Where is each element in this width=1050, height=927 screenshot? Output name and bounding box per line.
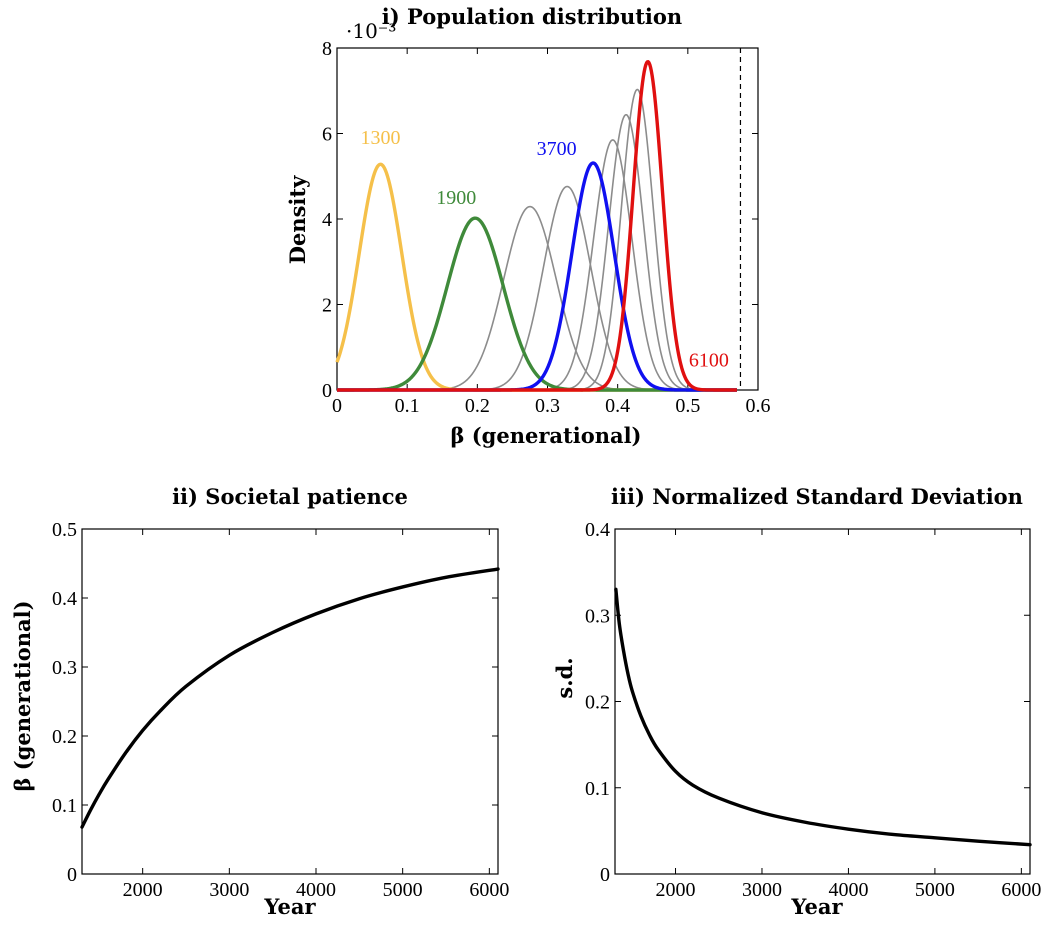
- y-tick-label: 0: [322, 380, 332, 402]
- x-tick-label: 6000: [1001, 879, 1041, 901]
- series-label-6100: 6100: [689, 349, 729, 371]
- axes-frame: [614, 528, 1031, 875]
- x-tick-label: 2000: [123, 879, 163, 901]
- x-tick-label: 0.5: [675, 395, 700, 417]
- y-axis-label: β (generational): [10, 600, 35, 791]
- y-exponent-label: ·10⁻³: [346, 19, 396, 43]
- y-tick-label: 0.2: [52, 726, 77, 748]
- y-tick-label: 0.2: [585, 692, 610, 714]
- series-label-1900: 1900: [436, 187, 476, 209]
- societal-patience-panel: ii) Societal patience 2000 3000 4000 5000 60…: [10, 484, 509, 919]
- density-curve-3700: [336, 161, 738, 392]
- x-tick-label: 0.3: [535, 395, 560, 417]
- y-tick-label: 2: [322, 295, 332, 317]
- x-tick-label: 4000: [296, 879, 336, 901]
- axes-frame: [336, 47, 759, 391]
- y-tick-label: 0.4: [52, 588, 77, 610]
- tick-labels: 0 0.1 0.2 0.3 0.4 0.5 0.6 0 2 4 6 8: [322, 38, 771, 417]
- density-curves: [335, 60, 738, 392]
- x-tick-label: 5000: [383, 879, 423, 901]
- x-tick-label: 0.4: [605, 395, 630, 417]
- y-tick-label: 0.3: [52, 657, 77, 679]
- y-tick-label: 0: [67, 864, 77, 886]
- y-tick-label: 8: [322, 38, 332, 60]
- x-tick-label: 0.2: [465, 395, 490, 417]
- y-tick-label: 4: [322, 209, 332, 231]
- x-axis-label: Year: [790, 894, 843, 919]
- y-tick-label: 0.1: [585, 778, 610, 800]
- normalized-sd-panel: iii) Normalized Standard Deviation 2000 3…: [552, 484, 1041, 919]
- series-lines: [80, 567, 500, 829]
- chart-title: iii) Normalized Standard Deviation: [611, 484, 1023, 509]
- y-tick-label: 6: [322, 124, 332, 146]
- plot-area: [336, 47, 759, 391]
- series-line: [614, 587, 1032, 847]
- series-line: [80, 567, 500, 829]
- x-tick-label: 5000: [915, 879, 955, 901]
- y-axis-label: s.d.: [552, 657, 577, 698]
- tick-labels: 2000 3000 4000 5000 6000 0 0.1 0.2 0.3 0.4: [585, 519, 1041, 901]
- series-labels: 1300 1900 3700 6100: [361, 127, 729, 371]
- x-axis-label: β (generational): [450, 423, 641, 448]
- axes-frame: [81, 528, 499, 875]
- x-tick-label: 3000: [742, 879, 782, 901]
- tick-labels: 2000 3000 4000 5000 6000 0 0.1 0.2 0.3 0.4 0.5: [52, 519, 509, 901]
- plot-area: [614, 528, 1031, 875]
- chart-title: ii) Societal patience: [172, 484, 408, 509]
- y-tick-label: 0.4: [585, 519, 610, 541]
- series-label-1300: 1300: [361, 127, 401, 149]
- x-tick-label: 4000: [828, 879, 868, 901]
- x-tick-label: 0.6: [746, 395, 771, 417]
- density-curve-6100: [336, 60, 738, 392]
- x-tick-label: 2000: [656, 879, 696, 901]
- y-axis-label: Density: [285, 175, 310, 264]
- series-lines: [614, 587, 1032, 847]
- population-distribution-panel: i) Population distribution ·10⁻³ 0 0.1 0.2…: [285, 4, 771, 448]
- series-label-3700: 3700: [537, 138, 577, 160]
- chart-title: i) Population distribution: [382, 4, 682, 29]
- y-tick-label: 0.1: [52, 795, 77, 817]
- x-tick-label: 0.1: [395, 395, 420, 417]
- y-tick-label: 0.5: [52, 519, 77, 541]
- density-curve-1300: [335, 162, 738, 392]
- x-axis-label: Year: [263, 894, 316, 919]
- y-tick-label: 0: [600, 864, 610, 886]
- x-tick-label: 0: [332, 395, 342, 417]
- x-tick-label: 3000: [209, 879, 249, 901]
- y-tick-label: 0.3: [585, 605, 610, 627]
- plot-area: [81, 528, 499, 875]
- x-tick-label: 6000: [469, 879, 509, 901]
